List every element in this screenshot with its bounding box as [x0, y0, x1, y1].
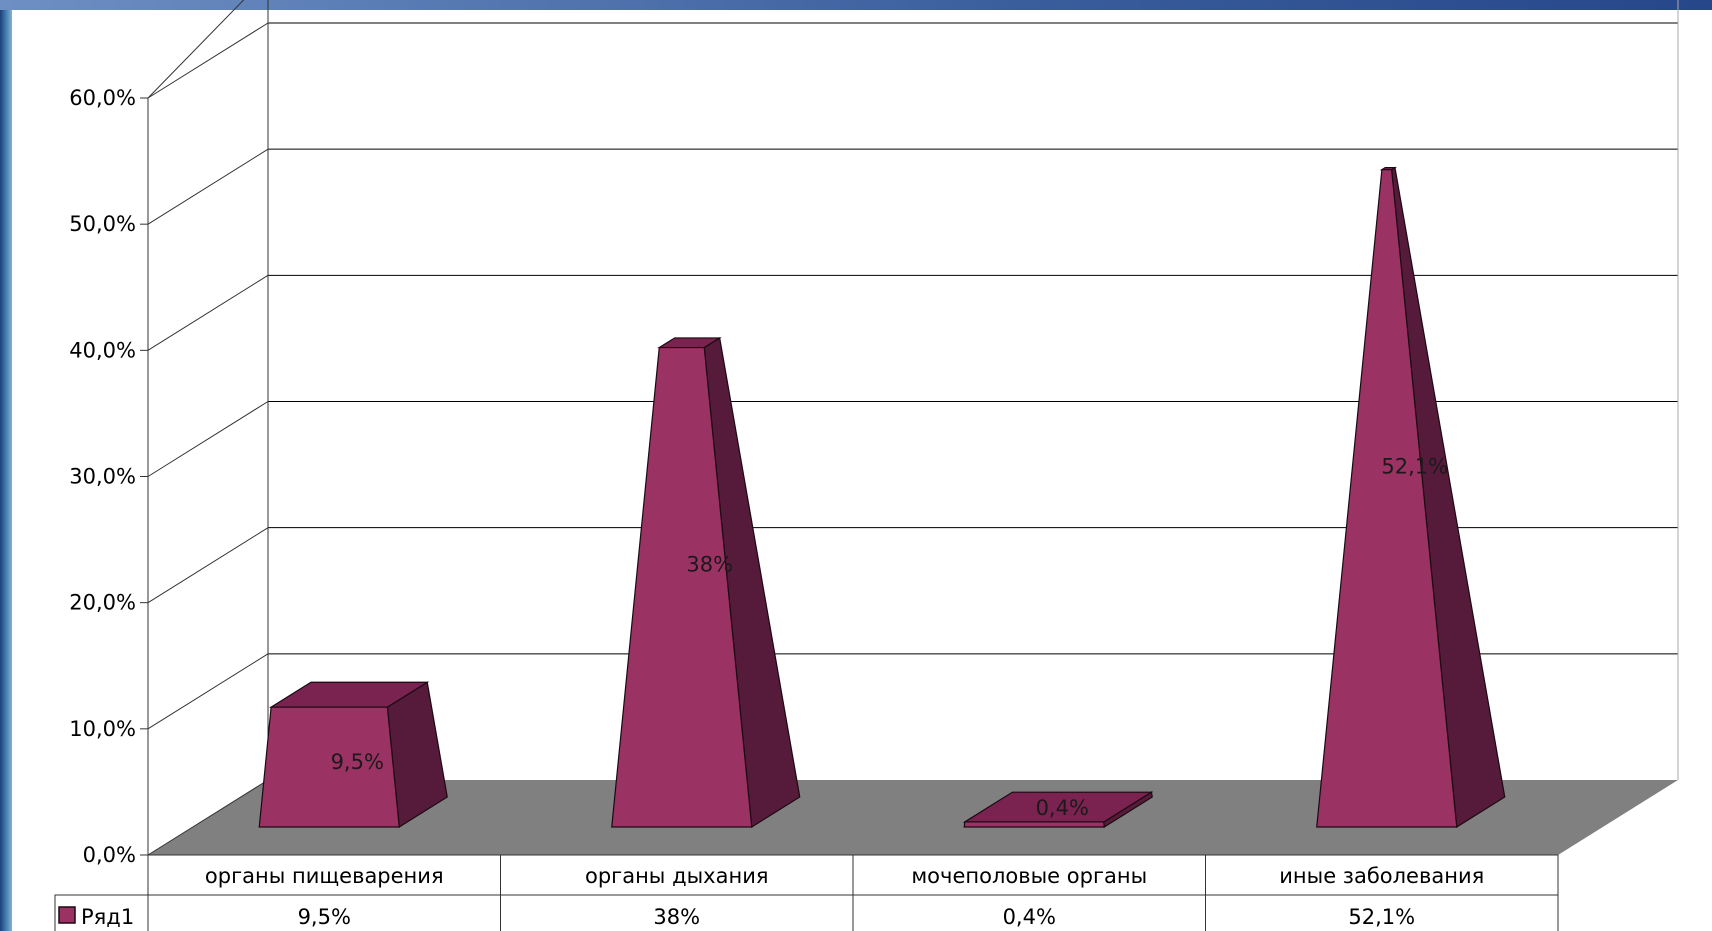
- bar-1: [258, 681, 448, 829]
- data-table-value-row: [54, 894, 1559, 931]
- y-tick-label: 60,0%: [69, 86, 136, 110]
- bar-front-face: [611, 346, 753, 828]
- table-value-label: 52,1%: [1348, 905, 1415, 929]
- y-tick-label: 40,0%: [69, 338, 136, 362]
- y-tick-label: 50,0%: [69, 212, 136, 236]
- legend-swatch: [58, 906, 76, 924]
- gridline-depth: [147, 22, 269, 99]
- gridline-depth: [147, 401, 269, 477]
- bar-3: [962, 791, 1154, 829]
- data-label: 9,5%: [331, 750, 384, 774]
- data-label: 38%: [686, 552, 733, 576]
- data-label: 52,1%: [1381, 454, 1448, 478]
- chart-floor: [148, 780, 1678, 855]
- category-label: органы пищеварения: [205, 864, 444, 888]
- gridline-depth: [147, 148, 269, 225]
- gridline-depth: [147, 527, 269, 604]
- side-wall-top-edge: [147, 0, 245, 99]
- legend-label: Ряд1: [81, 905, 134, 929]
- y-tick-label: 20,0%: [69, 591, 136, 615]
- bar-front-face: [963, 821, 1105, 828]
- background-left-edge: [0, 0, 14, 931]
- y-tick-label: 0,0%: [83, 843, 136, 867]
- data-label: 0,4%: [1036, 796, 1089, 820]
- table-value-label: 0,4%: [1003, 905, 1056, 929]
- table-value-label: 38%: [653, 905, 700, 929]
- category-label: органы дыхания: [585, 864, 768, 888]
- y-tick-label: 10,0%: [69, 717, 136, 741]
- background-top-edge: [0, 0, 1712, 10]
- table-value-label: 9,5%: [298, 905, 351, 929]
- y-tick-label: 30,0%: [69, 465, 136, 489]
- bar-front-face: [1316, 169, 1458, 828]
- category-label: мочеполовые органы: [911, 864, 1147, 888]
- gridline-depth: [147, 274, 269, 351]
- category-label: иные заболевания: [1279, 864, 1484, 888]
- bar-2: [611, 336, 801, 829]
- bar-4: [1316, 166, 1506, 829]
- gridline-depth: [147, 653, 269, 730]
- bar-front-face: [258, 706, 400, 828]
- gridline-depth: [147, 779, 269, 856]
